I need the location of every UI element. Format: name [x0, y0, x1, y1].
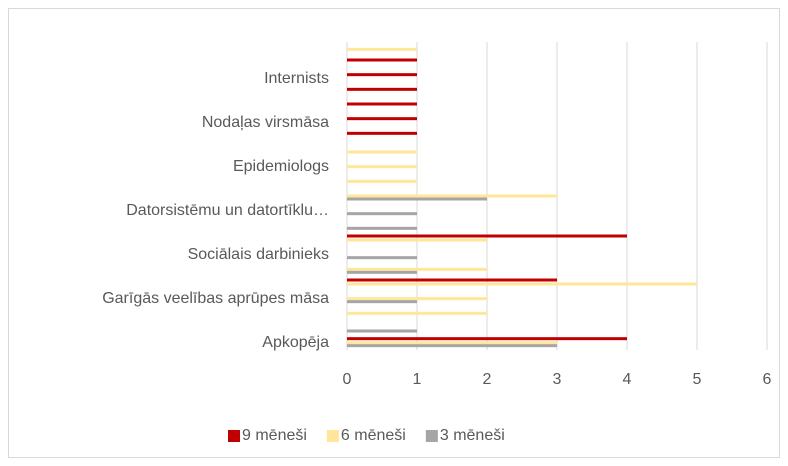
- bar: [347, 102, 417, 106]
- bar: [347, 47, 417, 51]
- bar: [347, 297, 487, 301]
- x-tick-label: 0: [343, 371, 352, 388]
- y-tick-label: Epidemiologs: [233, 158, 329, 175]
- x-tick-label: 3: [553, 371, 562, 388]
- bar: [347, 337, 627, 341]
- bar: [347, 131, 417, 135]
- x-tick-label: 4: [623, 371, 632, 388]
- legend-label: 6 mēneši: [341, 427, 406, 444]
- x-tick-label: 5: [693, 371, 702, 388]
- bar: [347, 117, 417, 121]
- x-tick-label: 1: [413, 371, 422, 388]
- bar: [347, 73, 417, 77]
- y-tick-label: Datorsistēmu un datortīklu…: [126, 202, 329, 219]
- bar: [347, 165, 417, 169]
- bar: [347, 197, 487, 201]
- legend-swatch: [228, 430, 240, 442]
- bar: [347, 150, 417, 154]
- x-tick-label: 6: [763, 371, 772, 388]
- legend-label: 9 mēneši: [242, 427, 307, 444]
- chart-border: [8, 8, 780, 458]
- bar: [347, 344, 557, 348]
- y-tick-label: Nodaļas virsmāsa: [202, 114, 329, 131]
- y-tick-label: Sociālais darbinieks: [188, 246, 329, 263]
- bar: [347, 87, 417, 91]
- bar: [347, 270, 417, 274]
- bar: [347, 300, 417, 304]
- bar: [347, 256, 417, 260]
- bar: [347, 311, 487, 315]
- legend-swatch: [425, 430, 438, 442]
- bar: [347, 238, 487, 242]
- bar: [347, 179, 417, 183]
- bar: [347, 234, 627, 238]
- bar: [347, 267, 487, 271]
- bar: [347, 194, 557, 198]
- x-tick-label: 2: [483, 371, 492, 388]
- y-tick-label: Internists: [264, 70, 329, 87]
- bar: [347, 58, 417, 62]
- bar: [347, 329, 417, 333]
- bar: [347, 226, 417, 230]
- bar: [347, 341, 557, 345]
- legend-label: 3 mēneši: [440, 427, 505, 444]
- legend-swatch: [326, 430, 339, 442]
- bar: [347, 278, 557, 282]
- y-tick-label: Garīgās veelības aprūpes māsa: [102, 290, 329, 307]
- y-tick-label: Apkopēja: [262, 334, 329, 351]
- bar: [347, 282, 697, 286]
- bar: [347, 212, 417, 216]
